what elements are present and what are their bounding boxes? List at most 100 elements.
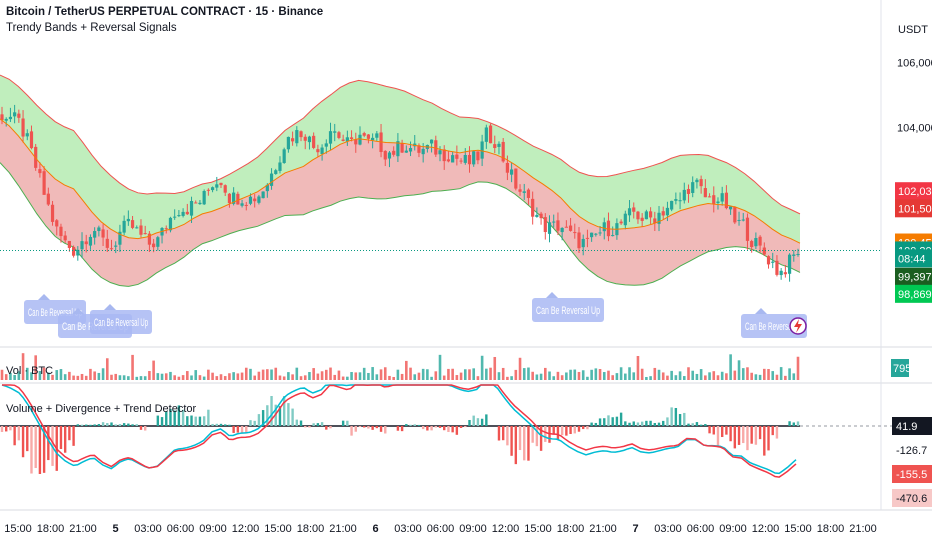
candle <box>198 200 202 205</box>
upper-band-line <box>0 74 801 215</box>
oscillator-bar <box>758 426 762 440</box>
oscillator-bar <box>379 426 383 432</box>
oscillator-bar <box>468 419 471 426</box>
candle <box>754 232 758 249</box>
oscillator-bar <box>350 426 353 436</box>
oscillator-bar <box>480 418 484 426</box>
oscillator-bar <box>527 426 530 461</box>
oscillator-bar <box>792 422 795 426</box>
oscillator-bar <box>110 422 113 426</box>
volume-label[interactable]: Vol · BTC <box>6 365 54 377</box>
candle-body <box>552 221 556 223</box>
annotation-text: Can Be Reversal Up <box>536 305 600 317</box>
oscillator-value-box <box>892 417 932 435</box>
oscillator-bar <box>270 396 273 426</box>
oscillator-bar <box>742 426 745 444</box>
candle <box>594 232 598 237</box>
volume-bar <box>661 372 665 380</box>
candle-body <box>164 228 168 230</box>
candle-body <box>535 214 539 217</box>
volume-bar <box>388 375 391 380</box>
candle-body <box>324 143 328 147</box>
volume-bar <box>350 372 353 380</box>
volume-bar <box>674 375 678 380</box>
oscillator-bar <box>261 410 265 426</box>
symbol-title[interactable]: Bitcoin / TetherUS PERPETUAL CONTRACT · … <box>6 6 324 18</box>
oscillator-bar <box>173 410 176 426</box>
oscillator-bar <box>363 426 366 428</box>
candle-body <box>114 245 118 247</box>
candle <box>143 225 147 235</box>
oscillator-bar <box>628 422 631 426</box>
candle <box>185 203 189 215</box>
oscillator-bar <box>316 423 320 426</box>
volume-bar <box>0 369 4 380</box>
candle-body <box>682 189 686 201</box>
time-tick-label: 06:00 <box>167 523 195 535</box>
price-label-box <box>895 182 932 201</box>
volume-bar <box>687 367 690 380</box>
lower-band-fill <box>0 118 800 287</box>
candle-body <box>501 141 505 162</box>
oscillator-bar <box>375 426 379 429</box>
volume-bar <box>59 369 63 380</box>
candle-body <box>480 141 484 159</box>
candle <box>282 147 286 164</box>
oscillator-bar <box>396 426 400 431</box>
candle <box>362 131 366 138</box>
candle-body <box>543 217 547 233</box>
volume-bar <box>539 373 543 380</box>
volume-bar <box>510 376 513 380</box>
candle <box>223 184 227 197</box>
volume-bar <box>320 371 324 380</box>
oscillator-title[interactable]: Volume + Divergence + Trend Detector <box>6 403 197 415</box>
volume-bar <box>729 354 732 380</box>
price-label: 98,869.8 <box>895 284 932 303</box>
candle <box>147 231 152 253</box>
candle <box>661 206 665 221</box>
candle-body <box>729 206 733 210</box>
oscillator-bar <box>548 426 551 443</box>
volume-bar <box>72 375 75 380</box>
candle-body <box>139 225 143 235</box>
candle <box>345 130 349 146</box>
time-tick-label: 12:00 <box>752 523 780 535</box>
volume-bar <box>274 367 278 380</box>
candle <box>787 253 792 282</box>
moving-average <box>0 118 801 244</box>
oscillator-bar <box>21 426 25 458</box>
volume-bar <box>514 369 518 380</box>
oscillator-bar <box>240 426 244 433</box>
candle <box>484 124 488 149</box>
candle <box>109 239 114 251</box>
candle <box>358 126 362 146</box>
candle-body <box>349 137 354 139</box>
candle-body <box>185 211 189 215</box>
volume-bar <box>13 374 16 380</box>
candle <box>446 151 451 163</box>
candle-body <box>510 169 514 175</box>
candle-body <box>636 211 640 220</box>
oscillator-bar <box>30 426 33 474</box>
lightning-icon-bolt <box>794 319 802 333</box>
candle-body <box>670 200 674 210</box>
candle <box>408 141 413 157</box>
volume-bar <box>704 375 707 380</box>
oscillator-bar <box>464 426 467 428</box>
candle <box>278 156 282 174</box>
volume-bar <box>653 367 657 380</box>
candle <box>101 224 105 247</box>
currency-label[interactable]: USDT <box>898 24 928 36</box>
volume-bar <box>480 355 484 380</box>
candle-body <box>25 133 29 137</box>
candle-body <box>143 233 147 235</box>
candle <box>463 148 467 165</box>
candle <box>118 224 122 252</box>
volume-value-label: 795 <box>891 359 911 377</box>
indicator-title[interactable]: Trendy Bands + Reversal Signals <box>6 22 177 34</box>
candle-body <box>594 233 598 235</box>
volume-bar <box>506 376 509 380</box>
oscillator-bar <box>544 426 547 442</box>
candle-body <box>135 227 139 229</box>
